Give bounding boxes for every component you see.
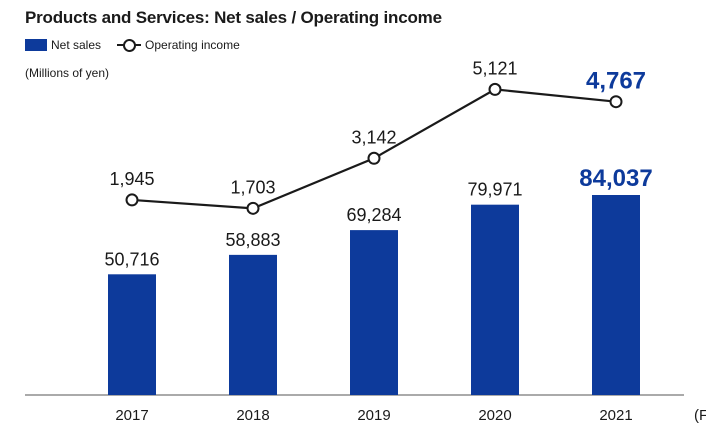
bar-net-sales-2021 (592, 195, 640, 395)
legend: Net sales Operating income (25, 38, 240, 52)
x-tick-2020: 2020 (478, 407, 511, 423)
operating-income-label-2020: 5,121 (472, 58, 517, 78)
net-sales-label-2019: 69,284 (346, 205, 401, 225)
x-axis-suffix: (F (694, 407, 706, 423)
operating-income-point-2020 (488, 82, 502, 96)
bar-net-sales-2017 (108, 274, 156, 395)
x-tick-2018: 2018 (236, 407, 269, 423)
net-sales-label-2017: 50,716 (104, 249, 159, 269)
net-sales-label-2021: 84,037 (579, 165, 652, 192)
bar-net-sales-2020 (471, 204, 519, 395)
legend-operating-income-label: Operating income (145, 38, 240, 52)
bar-net-sales-2018 (229, 254, 277, 395)
operating-income-line (131, 88, 617, 210)
bar-net-sales-2019 (350, 230, 398, 395)
x-tick-2017: 2017 (115, 407, 148, 423)
operating-income-point-2021 (609, 95, 623, 109)
x-tick-2019: 2019 (357, 407, 390, 423)
chart-title: Products and Services: Net sales / Opera… (25, 8, 442, 27)
operating-income-label-2021: 4,767 (586, 68, 646, 95)
operating-income-point-2019 (367, 151, 381, 165)
operating-income-point-2017 (125, 193, 139, 207)
unit-label: (Millions of yen) (25, 66, 110, 80)
legend-net-sales-label: Net sales (51, 38, 102, 52)
legend-bar-swatch (25, 39, 47, 51)
operating-income-point-2018 (246, 201, 260, 215)
net-sales-label-2018: 58,883 (225, 230, 280, 250)
operating-income-label-2018: 1,703 (230, 177, 275, 197)
legend-line-swatch (117, 39, 142, 52)
net-sales-label-2020: 79,971 (467, 180, 522, 200)
operating-income-label-2017: 1,945 (109, 169, 154, 189)
x-tick-2021: 2021 (599, 407, 632, 423)
operating-income-label-2019: 3,142 (351, 127, 396, 147)
